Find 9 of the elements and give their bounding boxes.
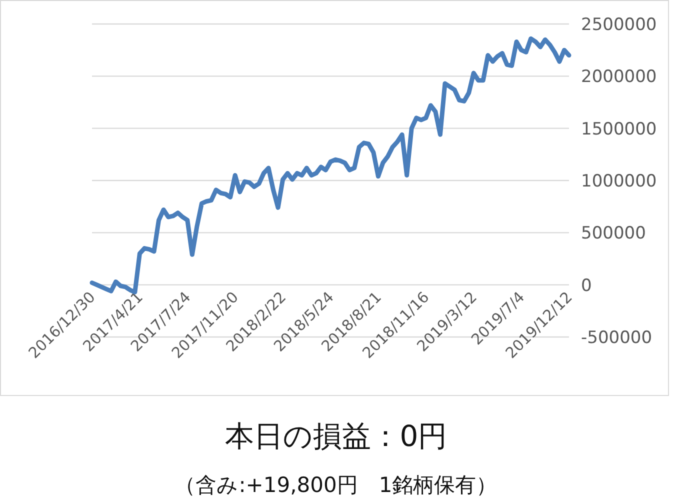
y-tick-label: -500000 [581, 328, 652, 348]
y-tick-label: 1500000 [581, 119, 657, 140]
y-tick-label: 2500000 [581, 15, 657, 35]
text: 本日の損益：0円 [224, 419, 448, 453]
y-tick-label: 500000 [581, 224, 646, 244]
y-tick-label: 0 [581, 276, 592, 296]
y-tick-label: 2000000 [581, 67, 657, 88]
y-tick-label: 1000000 [581, 172, 657, 192]
text: （含み:+19,800円 1銘柄保有） [174, 473, 498, 497]
